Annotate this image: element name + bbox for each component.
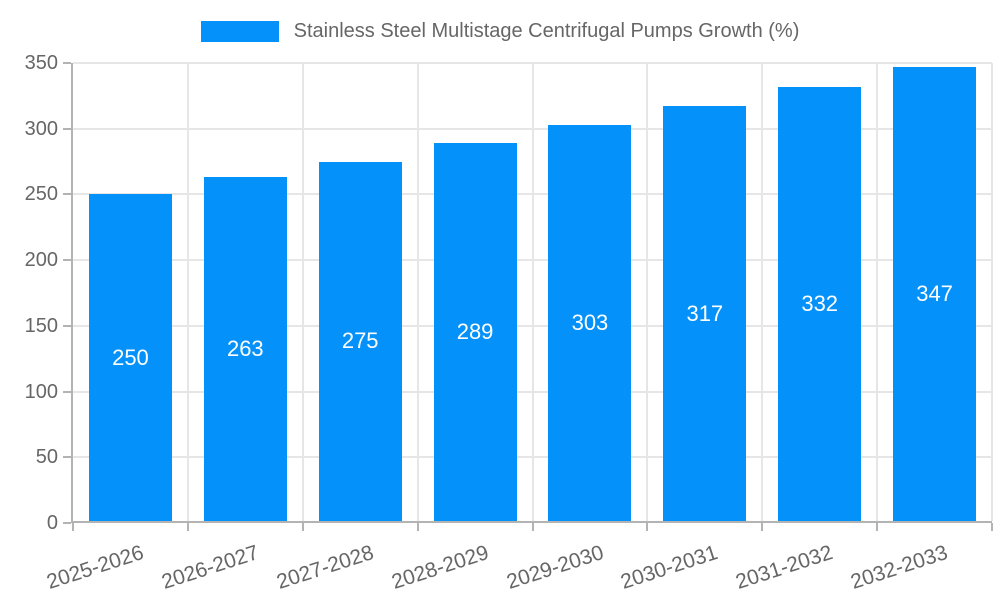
bar-value-label: 275 bbox=[341, 328, 379, 354]
x-tick-label: 2026-2027 bbox=[158, 541, 262, 594]
x-axis-line bbox=[71, 521, 992, 523]
gridline-vertical bbox=[531, 63, 534, 521]
y-tick-label: 300 bbox=[24, 117, 58, 140]
x-tick-mark bbox=[646, 523, 649, 531]
y-tick-label: 250 bbox=[24, 183, 58, 206]
legend-item[interactable]: Stainless Steel Multistage Centrifugal P… bbox=[200, 20, 800, 43]
plot-area: 0 50 100 150 200 250 300 350 250 2025-2026 263 2026… bbox=[25, 52, 993, 594]
y-tick-label: 350 bbox=[24, 52, 58, 74]
x-tick-mark bbox=[991, 523, 993, 531]
bar-value-label: 263 bbox=[226, 336, 264, 362]
bar-2029-2030[interactable]: 303 bbox=[548, 124, 632, 521]
legend: Stainless Steel Multistage Centrifugal P… bbox=[0, 20, 1000, 43]
bar-value-label: 250 bbox=[112, 344, 149, 370]
x-tick-mark bbox=[876, 523, 879, 531]
gridline-vertical bbox=[646, 63, 649, 521]
x-tick-label: 2028-2029 bbox=[388, 541, 492, 594]
gridline-vertical bbox=[186, 63, 189, 521]
legend-swatch bbox=[200, 21, 279, 42]
y-tick-mark bbox=[63, 522, 71, 524]
bar-2027-2028[interactable]: 275 bbox=[318, 161, 402, 521]
bar-value-label: 289 bbox=[456, 319, 494, 345]
y-tick-label: 100 bbox=[24, 380, 58, 403]
x-tick-label: 2031-2032 bbox=[733, 541, 836, 594]
bar-2028-2029[interactable]: 289 bbox=[433, 143, 517, 521]
y-tick-mark bbox=[63, 324, 71, 327]
bar-value-label: 347 bbox=[916, 280, 953, 306]
x-tick-mark bbox=[761, 523, 764, 531]
gridline-vertical bbox=[301, 63, 304, 521]
x-tick-label: 2027-2028 bbox=[273, 541, 377, 594]
gridline-vertical bbox=[991, 63, 993, 521]
y-tick-mark bbox=[63, 456, 71, 459]
legend-label: Stainless Steel Multistage Centrifugal P… bbox=[293, 20, 800, 42]
y-tick-label: 150 bbox=[24, 314, 58, 337]
bar-2026-2027[interactable]: 263 bbox=[203, 177, 287, 521]
x-tick-label: 2030-2031 bbox=[618, 541, 721, 594]
y-axis-line bbox=[71, 63, 73, 523]
gridline-vertical bbox=[876, 63, 879, 521]
y-tick-mark bbox=[63, 127, 71, 130]
x-tick-label: 2032-2033 bbox=[848, 541, 951, 594]
bar-value-label: 303 bbox=[571, 309, 609, 335]
gridline-vertical bbox=[761, 63, 764, 521]
gridline-vertical bbox=[416, 63, 419, 521]
y-tick-mark bbox=[63, 390, 71, 393]
x-tick-mark bbox=[301, 523, 304, 531]
y-tick-label: 200 bbox=[24, 249, 58, 272]
x-tick-label: 2025-2026 bbox=[43, 541, 147, 594]
x-tick-mark bbox=[72, 523, 74, 531]
y-tick-mark bbox=[63, 193, 71, 196]
y-tick-mark bbox=[63, 259, 71, 262]
x-tick-label: 2029-2030 bbox=[503, 541, 607, 594]
bar-value-label: 332 bbox=[801, 290, 839, 316]
y-tick-mark bbox=[63, 62, 71, 64]
x-tick-mark bbox=[186, 523, 189, 531]
bar-2030-2031[interactable]: 317 bbox=[663, 106, 747, 521]
y-tick-label: 50 bbox=[35, 446, 58, 469]
bar-2031-2032[interactable]: 332 bbox=[778, 86, 862, 521]
y-tick-label: 0 bbox=[46, 512, 58, 534]
bar-value-label: 317 bbox=[686, 300, 724, 326]
bar-2032-2033[interactable]: 347 bbox=[893, 66, 977, 521]
x-tick-mark bbox=[416, 523, 419, 531]
x-tick-mark bbox=[531, 523, 534, 531]
bar-2025-2026[interactable]: 250 bbox=[88, 194, 172, 521]
